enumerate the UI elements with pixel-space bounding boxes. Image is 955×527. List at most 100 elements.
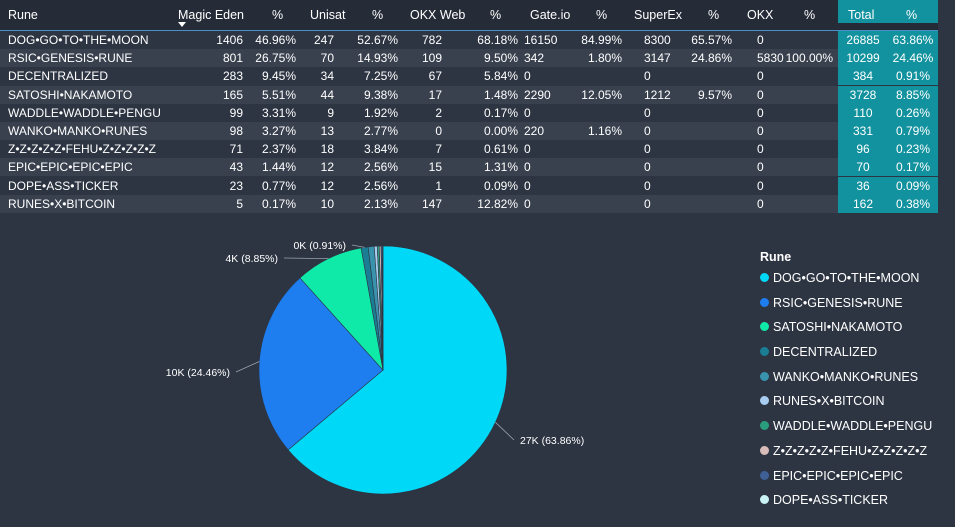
cell-gate-io-pct xyxy=(570,104,622,122)
cell-okx: 0 xyxy=(757,142,764,157)
cell-okx-web: 109 xyxy=(421,51,442,66)
cell-superex: 0 xyxy=(644,105,651,120)
cell-magic-eden-pct: 3.31% xyxy=(261,105,296,120)
cell-okx-web: 782 xyxy=(421,33,442,47)
cell-superex-pct: 24.86% xyxy=(691,51,732,66)
cell-okx: 0 xyxy=(757,87,764,102)
column-header-okx-web-pct[interactable]: % xyxy=(490,8,502,22)
pie-slice[interactable] xyxy=(382,245,384,371)
cell-superex: 0 xyxy=(644,124,651,138)
table-row[interactable]: RSIC•GENESIS•RUNE 801 26.75% 70 14.93% 109 9.5… xyxy=(0,49,938,68)
column-header-okx-web[interactable]: OKX Web xyxy=(410,8,466,22)
legend-item[interactable]: WANKO•MANKO•RUNES xyxy=(760,370,950,395)
cell-magic-eden: 23 xyxy=(229,178,243,193)
pie-slice-label: 4K (8.85%) xyxy=(225,253,278,265)
legend-item[interactable]: DOG•GO•TO•THE•MOON xyxy=(760,271,950,296)
table-row[interactable]: Z•Z•Z•Z•Z•FEHU•Z•Z•Z•Z•Z 71 2.37% 18 3.84% 7 0… xyxy=(0,140,938,159)
pie-slice-label: 0K (0.91%) xyxy=(293,240,346,252)
table-row[interactable]: DOG•GO•TO•THE•MOON 1406 46.96% 247 52.67% 782… xyxy=(0,31,938,49)
cell-unisat: 9 xyxy=(327,105,334,120)
sort-descending-icon[interactable] xyxy=(178,22,186,27)
cell-superex-pct: 9.57% xyxy=(697,87,732,102)
cell-magic-eden: 165 xyxy=(222,87,243,102)
cell-rune: DECENTRALIZED xyxy=(8,69,109,84)
cell-okx-pct xyxy=(780,104,833,122)
legend-item[interactable]: SATOSHI•NAKAMOTO xyxy=(760,320,950,345)
cell-superex-pct xyxy=(680,67,732,85)
cell-okx-web-pct: 0.09% xyxy=(483,178,518,193)
column-header-magic-eden-pct[interactable]: % xyxy=(272,8,284,22)
cell-gate-io-pct xyxy=(570,158,622,176)
cell-superex: 0 xyxy=(644,142,651,157)
legend-item[interactable]: Z•Z•Z•Z•Z•FEHU•Z•Z•Z•Z•Z xyxy=(760,444,950,469)
column-header-unisat[interactable]: Unisat xyxy=(310,8,346,22)
cell-gate-io: 0 xyxy=(524,69,531,84)
cell-okx-pct xyxy=(780,67,833,85)
legend-item[interactable]: DECENTRALIZED xyxy=(760,345,950,370)
table-row[interactable]: RUNES•X•BITCOIN 5 0.17% 10 2.13% 147 12.82% 0 0 0… xyxy=(0,194,938,213)
column-header-total[interactable]: Total xyxy=(838,0,888,23)
cell-superex: 0 xyxy=(644,160,651,175)
column-header-superex[interactable]: SuperEx xyxy=(634,8,682,22)
table-row[interactable]: DOPE•ASS•TICKER 23 0.77% 12 2.56% 1 0.09% 0 0 0 36… xyxy=(0,176,938,195)
cell-total: 162 xyxy=(838,194,888,213)
legend-swatch-icon xyxy=(760,273,769,282)
table-row[interactable]: DECENTRALIZED 283 9.45% 34 7.25% 67 5.84% 0 0 0 38… xyxy=(0,67,938,86)
cell-total-pct: 63.86% xyxy=(888,31,938,49)
cell-gate-io: 16150 xyxy=(524,33,558,47)
column-header-okx[interactable]: OKX xyxy=(747,8,774,22)
pie-slice-label: 10K (24.46%) xyxy=(166,367,230,379)
cell-okx-pct xyxy=(780,177,833,195)
column-header-magic-eden[interactable]: Magic Eden xyxy=(178,8,245,22)
cell-okx-web: 2 xyxy=(435,105,442,120)
legend-label: DOG•GO•TO•THE•MOON xyxy=(773,271,920,285)
cell-superex: 0 xyxy=(644,196,651,211)
legend-item[interactable]: RSIC•GENESIS•RUNE xyxy=(760,296,950,321)
cell-okx: 0 xyxy=(757,178,764,193)
cell-unisat: 18 xyxy=(320,142,334,157)
column-header-gate-io-pct[interactable]: % xyxy=(596,8,608,22)
table-row[interactable]: SATOSHI•NAKAMOTO 165 5.51% 44 9.38% 17 1.48% 22… xyxy=(0,85,938,104)
cell-unisat-pct: 9.38% xyxy=(363,87,398,102)
cell-unisat-pct: 2.77% xyxy=(363,124,398,138)
column-header-gate-io[interactable]: Gate.io xyxy=(530,8,571,22)
table-header-row: Rune Magic Eden % Unisat % OKX Web % Gat… xyxy=(0,0,938,31)
cell-magic-eden-pct: 26.75% xyxy=(255,51,296,66)
column-header-okx-pct[interactable]: % xyxy=(804,8,816,22)
legend-item[interactable]: WADDLE•WADDLE•PENGU xyxy=(760,419,950,444)
cell-magic-eden-pct: 46.96% xyxy=(255,33,296,47)
cell-gate-io: 0 xyxy=(524,142,531,157)
cell-okx-pct xyxy=(780,122,833,140)
cell-okx-web-pct: 68.18% xyxy=(477,33,518,47)
cell-total-pct: 0.91% xyxy=(888,67,938,86)
pie-leader-line xyxy=(283,257,329,260)
cell-gate-io-pct xyxy=(570,177,622,195)
cell-total-pct: 0.38% xyxy=(888,194,938,213)
legend-item[interactable]: DOPE•ASS•TICKER xyxy=(760,493,950,518)
legend-item[interactable]: EPIC•EPIC•EPIC•EPIC xyxy=(760,469,950,494)
table-row[interactable]: WANKO•MANKO•RUNES 98 3.27% 13 2.77% 0 0.00% 220… xyxy=(0,122,938,140)
cell-superex-pct xyxy=(680,140,732,158)
cell-magic-eden-pct: 9.45% xyxy=(261,69,296,84)
cell-total: 96 xyxy=(838,140,888,159)
cell-magic-eden: 283 xyxy=(222,69,243,84)
cell-okx-web: 1 xyxy=(435,178,442,193)
column-header-superex-pct[interactable]: % xyxy=(708,8,720,22)
cell-okx: 0 xyxy=(757,160,764,175)
cell-total-pct: 8.85% xyxy=(888,85,938,104)
column-header-total-pct[interactable]: % xyxy=(888,0,938,23)
cell-gate-io: 342 xyxy=(524,51,545,66)
cell-unisat-pct: 2.56% xyxy=(363,178,398,193)
table-row[interactable]: WADDLE•WADDLE•PENGU 99 3.31% 9 1.92% 2 0.17% 0 0… xyxy=(0,103,938,122)
column-header-unisat-pct[interactable]: % xyxy=(372,8,384,22)
cell-gate-io-pct: 84.99% xyxy=(581,33,622,47)
legend-item[interactable]: RUNES•X•BITCOIN xyxy=(760,394,950,419)
cell-unisat-pct: 2.13% xyxy=(363,196,398,211)
cell-okx-web-pct: 12.82% xyxy=(477,196,518,211)
legend-swatch-icon xyxy=(760,371,769,381)
pie-slice[interactable] xyxy=(258,277,384,451)
pie-leader-line xyxy=(235,361,260,373)
legend-swatch-icon xyxy=(760,421,769,431)
column-header-rune[interactable]: Rune xyxy=(8,8,38,22)
table-row[interactable]: EPIC•EPIC•EPIC•EPIC 43 1.44% 12 2.56% 15 1.31%… xyxy=(0,158,938,177)
